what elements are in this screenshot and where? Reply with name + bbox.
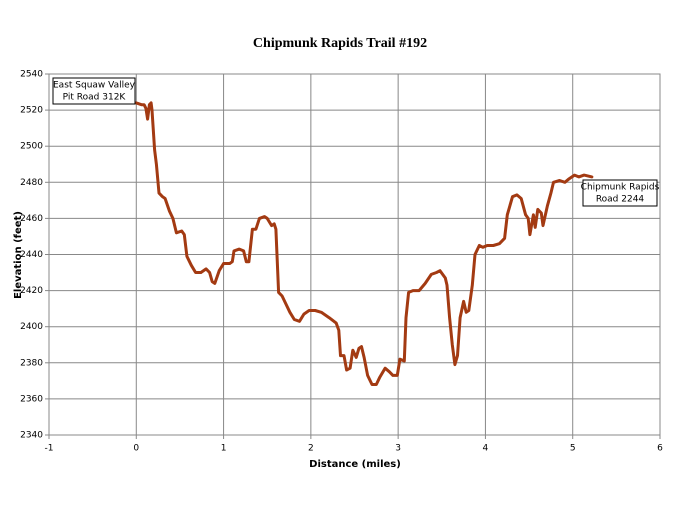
y-tick-label: 2360 bbox=[20, 394, 43, 404]
x-tick-label: 2 bbox=[308, 444, 314, 454]
chart-title: Chipmunk Rapids Trail #192 bbox=[253, 36, 427, 51]
x-tick-label: 4 bbox=[483, 444, 489, 454]
y-tick-label: 2540 bbox=[20, 70, 43, 80]
annotation-text: East Squaw Valley bbox=[53, 81, 136, 91]
y-tick-label: 2440 bbox=[20, 250, 43, 260]
x-tick-label: 0 bbox=[133, 444, 139, 454]
x-tick-label: 6 bbox=[657, 444, 663, 454]
annotation-text: Road 2244 bbox=[596, 195, 645, 205]
x-tick-label: 1 bbox=[221, 444, 227, 454]
x-tick-label: 3 bbox=[395, 444, 401, 454]
y-tick-label: 2520 bbox=[20, 106, 43, 116]
y-tick-label: 2420 bbox=[20, 286, 43, 296]
annotation-box bbox=[52, 77, 136, 105]
y-tick-label: 2500 bbox=[20, 142, 43, 152]
elevation-line bbox=[134, 101, 594, 386]
y-tick-label: 2380 bbox=[20, 358, 43, 368]
x-tick-label: -1 bbox=[45, 444, 54, 454]
y-tick-label: 2340 bbox=[20, 431, 43, 441]
x-axis-label: Distance (miles) bbox=[309, 459, 401, 470]
y-tick-label: 2400 bbox=[20, 322, 43, 332]
annotation-text: Chipmunk Rapids bbox=[581, 183, 660, 193]
y-tick-label: 2460 bbox=[20, 214, 43, 224]
plot-frame bbox=[48, 73, 661, 436]
y-tick-label: 2480 bbox=[20, 178, 43, 188]
x-tick-label: 5 bbox=[570, 444, 576, 454]
y-axis-label: Elevation (feet) bbox=[13, 211, 24, 299]
annotation-box bbox=[582, 179, 658, 207]
annotation-text: Pit Road 312K bbox=[63, 93, 127, 103]
